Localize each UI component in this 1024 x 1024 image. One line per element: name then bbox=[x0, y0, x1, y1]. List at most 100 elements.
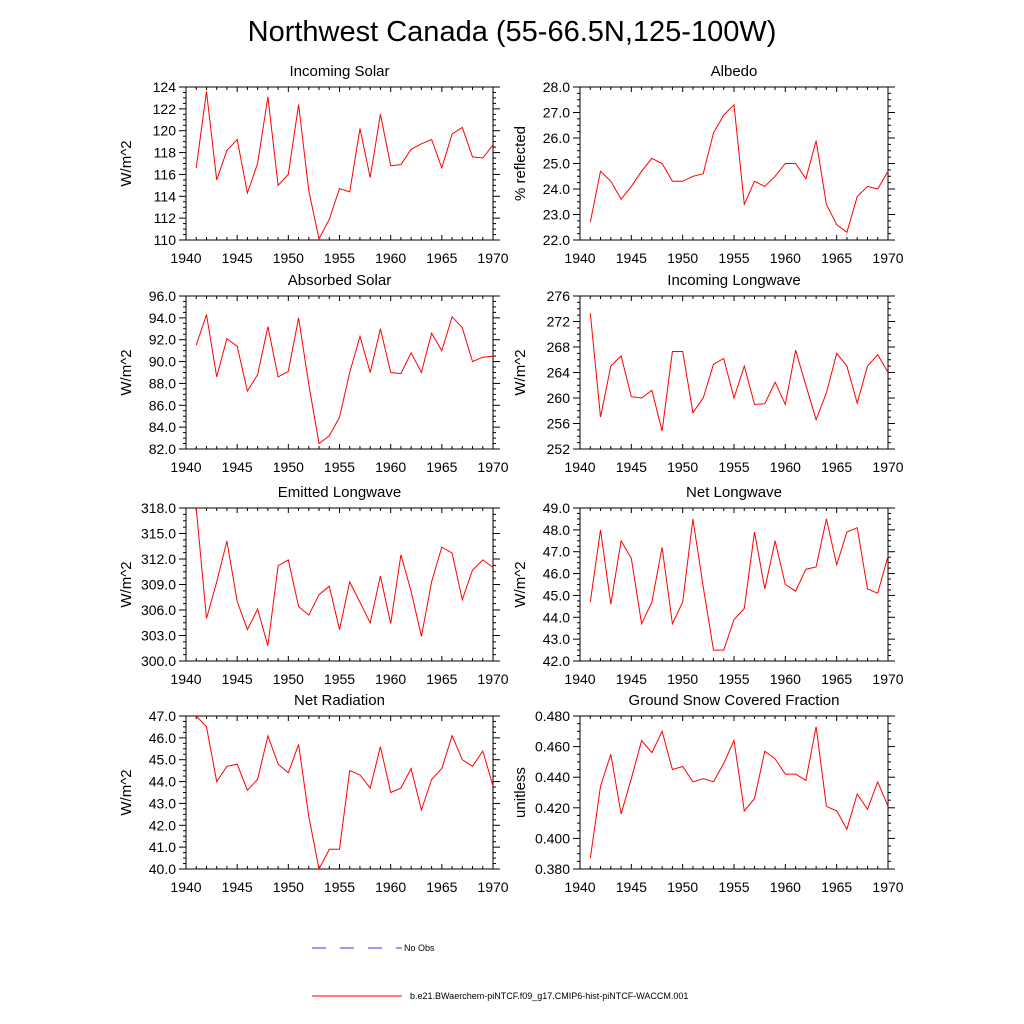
y-tick-label: 47.0 bbox=[149, 708, 176, 724]
x-tick-label: 1970 bbox=[477, 879, 508, 895]
y-tick-label: 96.0 bbox=[149, 288, 176, 304]
x-tick-label: 1945 bbox=[616, 250, 647, 266]
y-tick-label: 42.0 bbox=[543, 653, 570, 669]
y-tick-label: 23.0 bbox=[543, 207, 570, 223]
panel-title: Ground Snow Covered Fraction bbox=[629, 692, 840, 709]
y-tick-label: 309.0 bbox=[141, 577, 176, 593]
y-tick-label: 276 bbox=[547, 288, 571, 304]
y-tick-label: 48.0 bbox=[543, 522, 570, 538]
y-tick-label: 122 bbox=[153, 101, 177, 117]
legend-obs-label: No Obs bbox=[404, 943, 435, 953]
panel-incoming-solar: Incoming Solar 1940 1945 1950 1955 1960 1965 19… bbox=[118, 63, 509, 266]
x-tick-label: 1960 bbox=[375, 671, 406, 687]
y-tick-label: 94.0 bbox=[149, 310, 176, 326]
y-tick-label: 120 bbox=[153, 123, 177, 139]
x-tick-label: 1955 bbox=[324, 671, 355, 687]
x-tick-label: 1955 bbox=[324, 879, 355, 895]
y-tick-label: 306.0 bbox=[141, 602, 176, 618]
legend: No Obs b.e21.BWaerchem-piNTCF.f09_g17.CM… bbox=[312, 943, 688, 1001]
x-tick-label: 1940 bbox=[170, 671, 201, 687]
y-tick-label: 0.480 bbox=[535, 708, 570, 724]
y-axis-label: W/m^2 bbox=[512, 561, 529, 607]
plot-frame bbox=[579, 86, 889, 241]
y-tick-label: 268 bbox=[547, 339, 571, 355]
x-tick-label: 1950 bbox=[273, 250, 304, 266]
y-tick-label: 110 bbox=[154, 232, 177, 248]
x-tick-label: 1970 bbox=[872, 459, 903, 475]
plot-frame bbox=[185, 295, 494, 450]
x-tick-label: 1970 bbox=[477, 250, 508, 266]
series-line-incoming-solar bbox=[195, 91, 494, 241]
plot-frame bbox=[185, 86, 494, 241]
y-tick-label: 47.0 bbox=[543, 544, 570, 560]
y-tick-label: 45.0 bbox=[543, 587, 570, 603]
x-tick-label: 1950 bbox=[273, 671, 304, 687]
panel-albedo: Albedo 1940 1945 1950 1955 1960 1965 1970 22.0 23… bbox=[512, 63, 904, 266]
x-tick-label: 1940 bbox=[170, 250, 201, 266]
y-tick-label: 28.0 bbox=[543, 79, 570, 95]
y-tick-label: 315.0 bbox=[141, 526, 176, 542]
x-tick-label: 1965 bbox=[426, 879, 457, 895]
y-tick-label: 260 bbox=[547, 390, 571, 406]
x-tick-label: 1945 bbox=[616, 671, 647, 687]
x-tick-label: 1940 bbox=[564, 459, 595, 475]
y-tick-label: 26.0 bbox=[543, 130, 570, 146]
x-tick-label: 1950 bbox=[667, 459, 698, 475]
x-tick-label: 1955 bbox=[718, 459, 749, 475]
panel-ground-snow-covered-fraction: Ground Snow Covered Fraction 1940 1945 1950… bbox=[512, 692, 904, 895]
x-tick-label: 1960 bbox=[375, 459, 406, 475]
x-tick-label: 1960 bbox=[770, 879, 801, 895]
x-tick-label: 1950 bbox=[667, 671, 698, 687]
x-tick-label: 1950 bbox=[273, 879, 304, 895]
series-line-net-longwave bbox=[589, 518, 889, 651]
x-tick-label: 1955 bbox=[718, 671, 749, 687]
panel-absorbed-solar: Absorbed Solar 1940 1945 1950 1955 1960 1965 19… bbox=[118, 272, 509, 475]
y-tick-label: 124 bbox=[153, 79, 177, 95]
legend-model-label: b.e21.BWaerchem-piNTCF.f09_g17.CMIP6-his… bbox=[410, 991, 688, 1001]
y-tick-label: 82.0 bbox=[149, 441, 176, 457]
x-tick-label: 1970 bbox=[872, 671, 903, 687]
x-tick-label: 1950 bbox=[667, 879, 698, 895]
series-line-incoming-longwave bbox=[589, 313, 889, 432]
x-tick-label: 1965 bbox=[821, 879, 852, 895]
y-tick-label: 0.400 bbox=[535, 830, 570, 846]
y-axis-label: W/m^2 bbox=[118, 140, 135, 186]
plot-frame bbox=[185, 507, 494, 662]
y-tick-label: 0.460 bbox=[535, 739, 570, 755]
panel-title: Absorbed Solar bbox=[288, 272, 391, 289]
x-tick-label: 1965 bbox=[821, 459, 852, 475]
panel-emitted-longwave: Emitted Longwave 1940 1945 1950 1955 1960 1965… bbox=[118, 484, 509, 687]
series-line-albedo bbox=[589, 103, 889, 234]
y-tick-label: 46.0 bbox=[543, 566, 570, 582]
x-tick-label: 1970 bbox=[477, 671, 508, 687]
x-tick-label: 1970 bbox=[872, 879, 903, 895]
panel-net-longwave: Net Longwave 1940 1945 1950 1955 1960 1965 1970… bbox=[512, 484, 904, 687]
y-tick-label: 44.0 bbox=[149, 774, 176, 790]
x-tick-label: 1965 bbox=[821, 250, 852, 266]
panel-incoming-longwave: Incoming Longwave 1940 1945 1950 1955 1960 196… bbox=[512, 272, 904, 475]
series-line-net-radiation bbox=[195, 715, 494, 871]
y-tick-label: 42.0 bbox=[149, 817, 176, 833]
y-tick-label: 84.0 bbox=[149, 419, 176, 435]
plot-frame bbox=[579, 507, 889, 662]
x-tick-label: 1945 bbox=[222, 459, 253, 475]
x-tick-label: 1940 bbox=[564, 250, 595, 266]
y-axis-label: W/m^2 bbox=[512, 349, 529, 395]
y-tick-label: 43.0 bbox=[543, 631, 570, 647]
x-tick-label: 1965 bbox=[821, 671, 852, 687]
x-tick-label: 1960 bbox=[375, 879, 406, 895]
x-tick-label: 1960 bbox=[770, 250, 801, 266]
y-tick-label: 22.0 bbox=[543, 232, 570, 248]
series-line-absorbed-solar bbox=[195, 314, 494, 445]
x-tick-label: 1945 bbox=[222, 250, 253, 266]
y-tick-label: 41.0 bbox=[149, 839, 176, 855]
x-tick-label: 1965 bbox=[426, 459, 457, 475]
x-tick-label: 1940 bbox=[170, 459, 201, 475]
y-tick-label: 252 bbox=[547, 441, 571, 457]
y-tick-label: 45.0 bbox=[149, 752, 176, 768]
panel-title: Net Radiation bbox=[294, 692, 385, 709]
figure-title: Northwest Canada (55-66.5N,125-100W) bbox=[248, 16, 777, 48]
y-tick-label: 43.0 bbox=[149, 795, 176, 811]
y-tick-label: 300.0 bbox=[141, 653, 176, 669]
